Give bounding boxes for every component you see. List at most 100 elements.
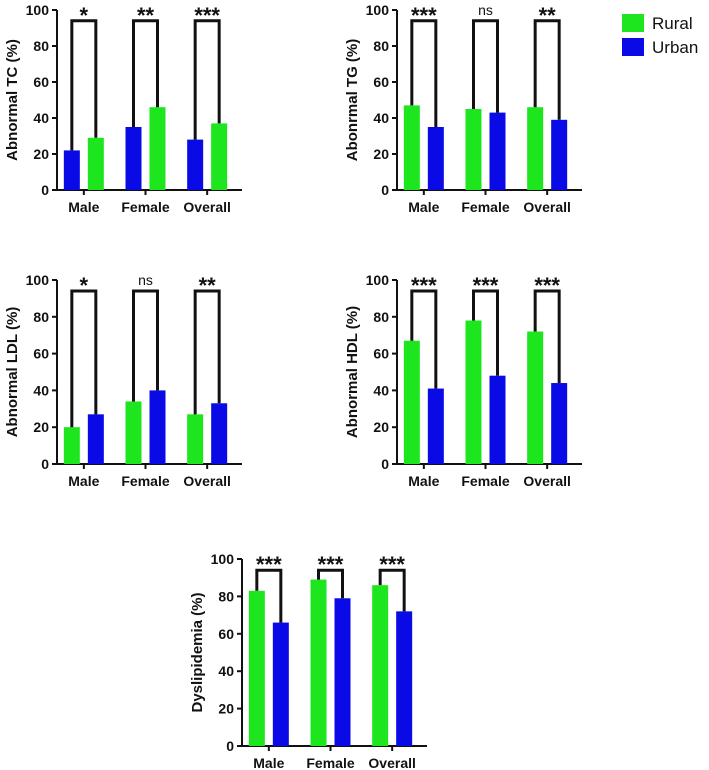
significance-label: *** bbox=[411, 273, 437, 298]
significance-bracket bbox=[533, 19, 561, 120]
x-tick-label: Overall bbox=[183, 199, 230, 215]
y-tick-label: 100 bbox=[366, 2, 390, 18]
x-tick-label: Female bbox=[461, 199, 509, 215]
chart-panel-3: 0 20 40 60 80 100 Abnormal HDL (%) Male *** Femal… bbox=[344, 272, 582, 489]
bar-urban-male bbox=[87, 414, 104, 464]
significance-bracket bbox=[472, 19, 499, 113]
bar-urban-male bbox=[272, 622, 289, 746]
x-tick-label: Male bbox=[68, 473, 99, 489]
bar-rural-overall bbox=[527, 331, 544, 464]
x-tick-label: Male bbox=[68, 199, 99, 215]
x-tick-label: Overall bbox=[183, 473, 230, 489]
significance-bracket bbox=[472, 289, 499, 376]
y-tick-label: 40 bbox=[33, 382, 49, 398]
x-tick-label: Overall bbox=[368, 755, 415, 770]
y-tick-label: 60 bbox=[33, 346, 49, 362]
significance-bracket bbox=[70, 19, 98, 151]
y-tick-label: 20 bbox=[33, 146, 49, 162]
significance-label: *** bbox=[318, 552, 344, 577]
bar-rural-female bbox=[125, 401, 142, 464]
x-tick-label: Male bbox=[253, 755, 284, 770]
bar-urban-overall bbox=[551, 119, 568, 190]
y-tick-label: 20 bbox=[33, 419, 49, 435]
significance-bracket bbox=[193, 289, 221, 415]
bar-urban-overall bbox=[211, 403, 228, 464]
y-tick-label: 0 bbox=[381, 456, 389, 472]
y-tick-label: 60 bbox=[373, 346, 389, 362]
bar-rural-male bbox=[248, 590, 265, 746]
significance-label: *** bbox=[534, 273, 560, 298]
y-tick-label: 80 bbox=[373, 38, 389, 54]
bar-rural-overall bbox=[372, 585, 389, 746]
y-tick-label: 0 bbox=[41, 182, 49, 198]
significance-bracket bbox=[317, 568, 344, 599]
legend-swatch-urban bbox=[622, 38, 644, 56]
y-tick-label: 0 bbox=[41, 456, 49, 472]
y-tick-label: 80 bbox=[33, 309, 49, 325]
significance-label: *** bbox=[473, 273, 499, 298]
x-tick-label: Female bbox=[306, 755, 354, 770]
y-tick-label: 80 bbox=[373, 309, 389, 325]
y-tick-label: 100 bbox=[366, 272, 390, 288]
y-tick-label: 20 bbox=[218, 701, 234, 717]
bar-rural-female bbox=[310, 579, 327, 746]
significance-bracket bbox=[255, 568, 283, 623]
significance-bracket bbox=[378, 568, 406, 612]
legend-swatch-rural bbox=[622, 14, 644, 32]
y-axis-label: Abnormal TC (%) bbox=[4, 39, 21, 161]
y-tick-label: 80 bbox=[218, 588, 234, 604]
x-tick-label: Female bbox=[121, 199, 169, 215]
significance-label: ns bbox=[478, 2, 493, 18]
legend: Rural Urban bbox=[622, 14, 698, 57]
bar-rural-male bbox=[403, 340, 420, 464]
bar-urban-female bbox=[489, 375, 506, 464]
chart-panel-4: 0 20 40 60 80 100 Dyslipidemia (%) Male *** Femal… bbox=[189, 551, 427, 770]
significance-label: *** bbox=[379, 552, 405, 577]
bar-rural-male bbox=[403, 105, 420, 190]
y-axis-label: Abnormal LDL (%) bbox=[4, 307, 21, 438]
bar-urban-overall bbox=[396, 611, 413, 746]
bar-rural-male bbox=[87, 137, 104, 190]
bar-rural-female bbox=[465, 320, 482, 464]
significance-bracket bbox=[410, 289, 438, 389]
x-tick-label: Overall bbox=[523, 199, 570, 215]
significance-label: * bbox=[80, 3, 89, 28]
legend-label-urban: Urban bbox=[652, 38, 698, 57]
y-axis-label: Dyslipidemia (%) bbox=[189, 592, 206, 712]
x-tick-label: Female bbox=[121, 473, 169, 489]
bar-rural-female bbox=[465, 109, 482, 190]
significance-label: *** bbox=[194, 3, 220, 28]
x-tick-label: Overall bbox=[523, 473, 570, 489]
bar-rural-male bbox=[63, 427, 80, 464]
bar-urban-overall bbox=[551, 383, 568, 464]
significance-label: ** bbox=[199, 273, 217, 298]
y-tick-label: 60 bbox=[218, 626, 234, 642]
bar-urban-male bbox=[63, 150, 80, 190]
bar-urban-male bbox=[427, 127, 444, 190]
significance-label: ns bbox=[138, 272, 153, 288]
bar-rural-overall bbox=[527, 107, 544, 190]
significance-bracket bbox=[132, 289, 159, 402]
y-tick-label: 40 bbox=[373, 110, 389, 126]
y-tick-label: 0 bbox=[381, 182, 389, 198]
significance-label: * bbox=[80, 273, 89, 298]
x-tick-label: Female bbox=[461, 473, 509, 489]
x-tick-label: Male bbox=[408, 473, 439, 489]
y-tick-label: 20 bbox=[373, 146, 389, 162]
chart-panel-0: 0 20 40 60 80 100 Abnormal TC (%) Male * Female **… bbox=[4, 2, 242, 215]
y-tick-label: 40 bbox=[218, 663, 234, 679]
significance-bracket bbox=[193, 19, 221, 140]
chart-panel-1: 0 20 40 60 80 100 Abonrmal TG (%) Male *** Female… bbox=[344, 2, 582, 215]
y-tick-label: 40 bbox=[33, 110, 49, 126]
bar-rural-overall bbox=[211, 123, 228, 190]
significance-bracket bbox=[132, 19, 159, 127]
significance-label: ** bbox=[137, 3, 155, 28]
bar-urban-overall bbox=[187, 139, 204, 190]
y-tick-label: 100 bbox=[26, 2, 50, 18]
legend-label-rural: Rural bbox=[652, 14, 693, 33]
y-tick-label: 40 bbox=[373, 382, 389, 398]
x-tick-label: Male bbox=[408, 199, 439, 215]
y-tick-label: 80 bbox=[33, 38, 49, 54]
bar-urban-female bbox=[125, 127, 142, 190]
